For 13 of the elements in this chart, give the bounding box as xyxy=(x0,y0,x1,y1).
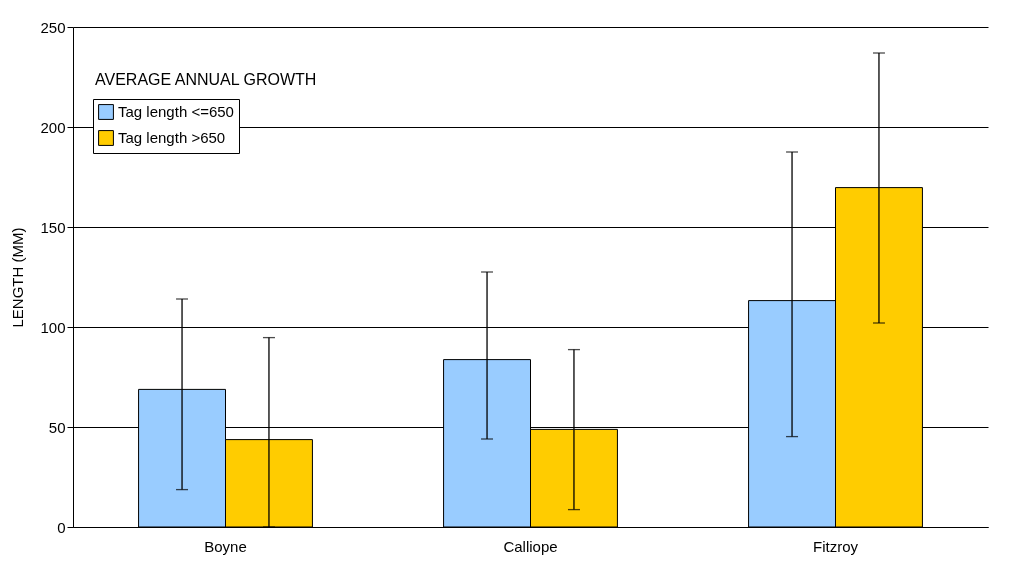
x-tick-label: Fitzroy xyxy=(813,537,859,555)
x-tick-label: Boyne xyxy=(204,537,247,555)
y-axis-title: LENGTH (MM) xyxy=(9,227,27,328)
y-tick-label: 150 xyxy=(40,218,66,236)
y-tick-label: 200 xyxy=(40,118,66,136)
y-tick-label: 100 xyxy=(40,318,66,336)
y-tick-label: 50 xyxy=(48,418,66,436)
y-tick-label: 0 xyxy=(57,518,66,536)
y-tick-label: 250 xyxy=(40,18,66,36)
legend-label: Tag length <=650 xyxy=(118,103,234,120)
x-tick-label: Calliope xyxy=(503,537,558,555)
legend-label: Tag length >650 xyxy=(118,129,226,146)
text: AVERAGE ANNUAL GROWTH xyxy=(95,71,317,88)
